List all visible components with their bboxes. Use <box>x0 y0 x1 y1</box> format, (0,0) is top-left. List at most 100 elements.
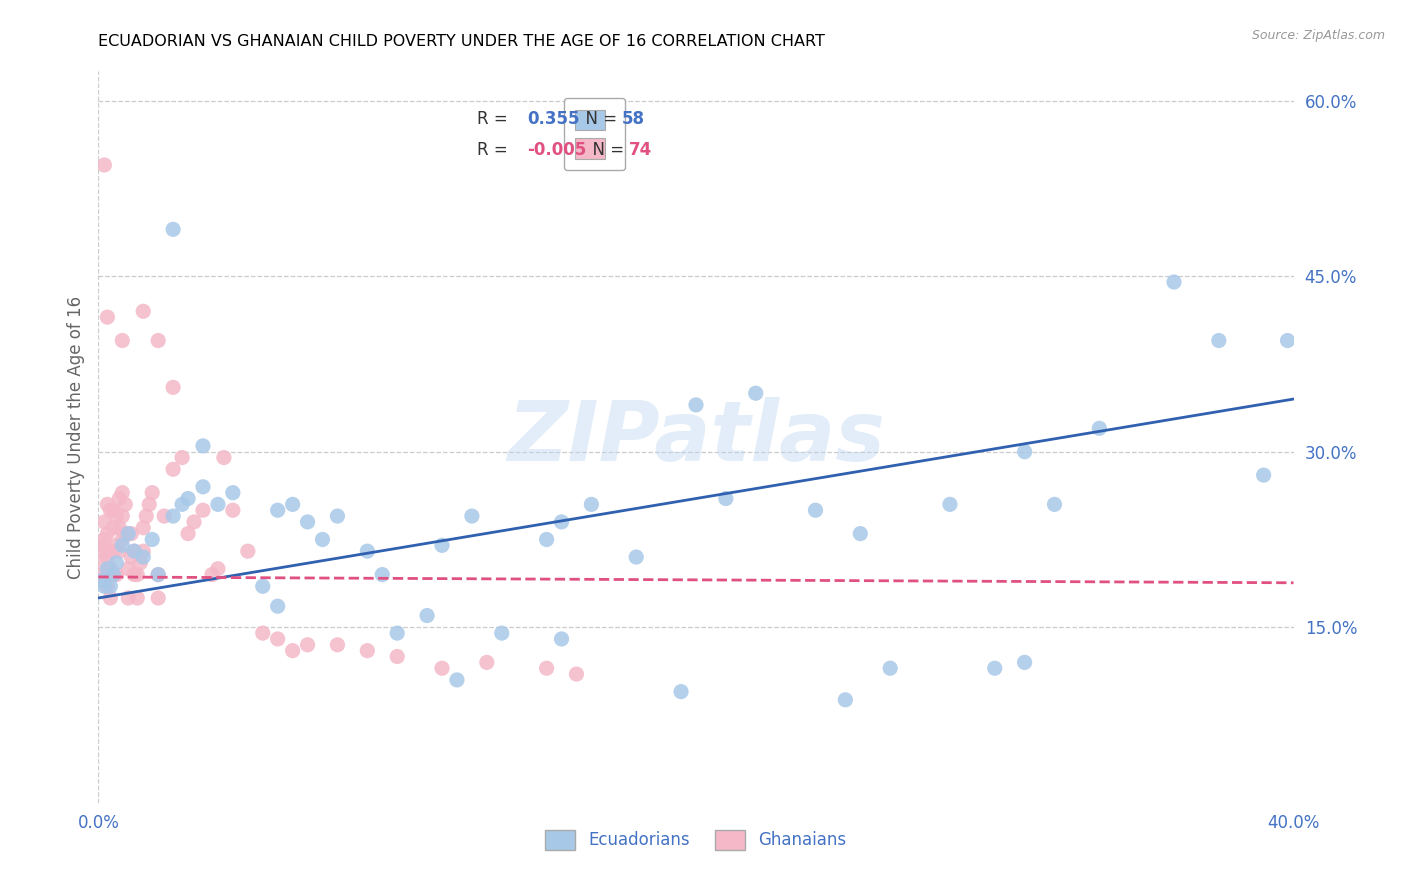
Point <box>162 509 184 524</box>
Point <box>326 509 349 524</box>
Point <box>1043 497 1066 511</box>
Point <box>129 556 152 570</box>
Text: 74: 74 <box>628 141 652 159</box>
Point <box>103 544 125 558</box>
Point <box>685 398 707 412</box>
Point <box>849 526 872 541</box>
Point <box>430 538 453 552</box>
Point <box>371 567 394 582</box>
Point <box>98 579 122 593</box>
Point <box>267 599 290 614</box>
Point <box>103 503 125 517</box>
Point <box>148 334 170 348</box>
Point <box>98 591 122 605</box>
Point <box>90 538 112 552</box>
Point <box>714 491 737 506</box>
Point <box>90 574 112 588</box>
Point <box>446 673 468 687</box>
Point <box>669 684 692 698</box>
Point <box>117 591 139 605</box>
Point <box>550 515 572 529</box>
Point <box>103 567 125 582</box>
Point <box>626 549 648 564</box>
Point <box>162 222 184 236</box>
Point <box>124 544 146 558</box>
Point <box>550 632 572 646</box>
Text: -0.005: -0.005 <box>527 141 586 159</box>
Point <box>356 643 378 657</box>
Point <box>297 515 319 529</box>
Point <box>581 497 603 511</box>
Point <box>127 567 149 582</box>
Point <box>96 549 118 564</box>
Point <box>117 562 139 576</box>
Point <box>96 310 118 325</box>
Point <box>93 567 115 582</box>
Point <box>111 485 134 500</box>
Text: 0.355: 0.355 <box>527 110 579 128</box>
Point <box>1163 275 1185 289</box>
Point <box>252 626 274 640</box>
Point <box>1277 334 1299 348</box>
Point <box>172 450 194 465</box>
Point <box>108 544 131 558</box>
Point <box>120 526 142 541</box>
Point <box>103 521 125 535</box>
Text: N =: N = <box>582 141 630 159</box>
Point <box>148 591 170 605</box>
Point <box>475 656 498 670</box>
Point <box>117 526 139 541</box>
Point <box>939 497 962 511</box>
Point <box>162 380 184 394</box>
Point <box>148 567 170 582</box>
Point <box>103 567 125 582</box>
Y-axis label: Child Poverty Under the Age of 16: Child Poverty Under the Age of 16 <box>66 295 84 579</box>
Point <box>1014 444 1036 458</box>
Point <box>1014 656 1036 670</box>
Point <box>356 544 378 558</box>
Point <box>311 533 333 547</box>
Point <box>96 579 118 593</box>
Point <box>111 538 134 552</box>
Point <box>98 544 122 558</box>
Point <box>90 574 112 588</box>
Point <box>326 638 349 652</box>
Point <box>108 491 131 506</box>
Point <box>124 544 146 558</box>
Point <box>124 567 146 582</box>
Point <box>153 509 176 524</box>
Point <box>536 661 558 675</box>
Point <box>132 304 155 318</box>
Point <box>191 503 214 517</box>
Point <box>1088 421 1111 435</box>
Point <box>430 661 453 675</box>
Point <box>108 521 131 535</box>
Point <box>132 549 155 564</box>
Point <box>114 497 136 511</box>
Point <box>162 462 184 476</box>
Point <box>98 503 122 517</box>
Text: N =: N = <box>575 110 623 128</box>
Point <box>177 526 200 541</box>
Text: R =: R = <box>477 110 513 128</box>
Point <box>984 661 1007 675</box>
Point <box>281 497 304 511</box>
Point <box>93 579 115 593</box>
Point <box>804 503 827 517</box>
Point <box>385 626 409 640</box>
Point <box>98 562 122 576</box>
Point <box>111 509 134 524</box>
Point <box>745 386 768 401</box>
Point <box>1253 468 1275 483</box>
Point <box>141 533 163 547</box>
Point <box>491 626 513 640</box>
Point <box>201 567 224 582</box>
Point <box>385 649 409 664</box>
Point <box>148 567 170 582</box>
Point <box>105 509 128 524</box>
Point <box>141 485 163 500</box>
Point <box>536 533 558 547</box>
Point <box>96 497 118 511</box>
Point <box>90 556 112 570</box>
Text: ZIPatlas: ZIPatlas <box>508 397 884 477</box>
